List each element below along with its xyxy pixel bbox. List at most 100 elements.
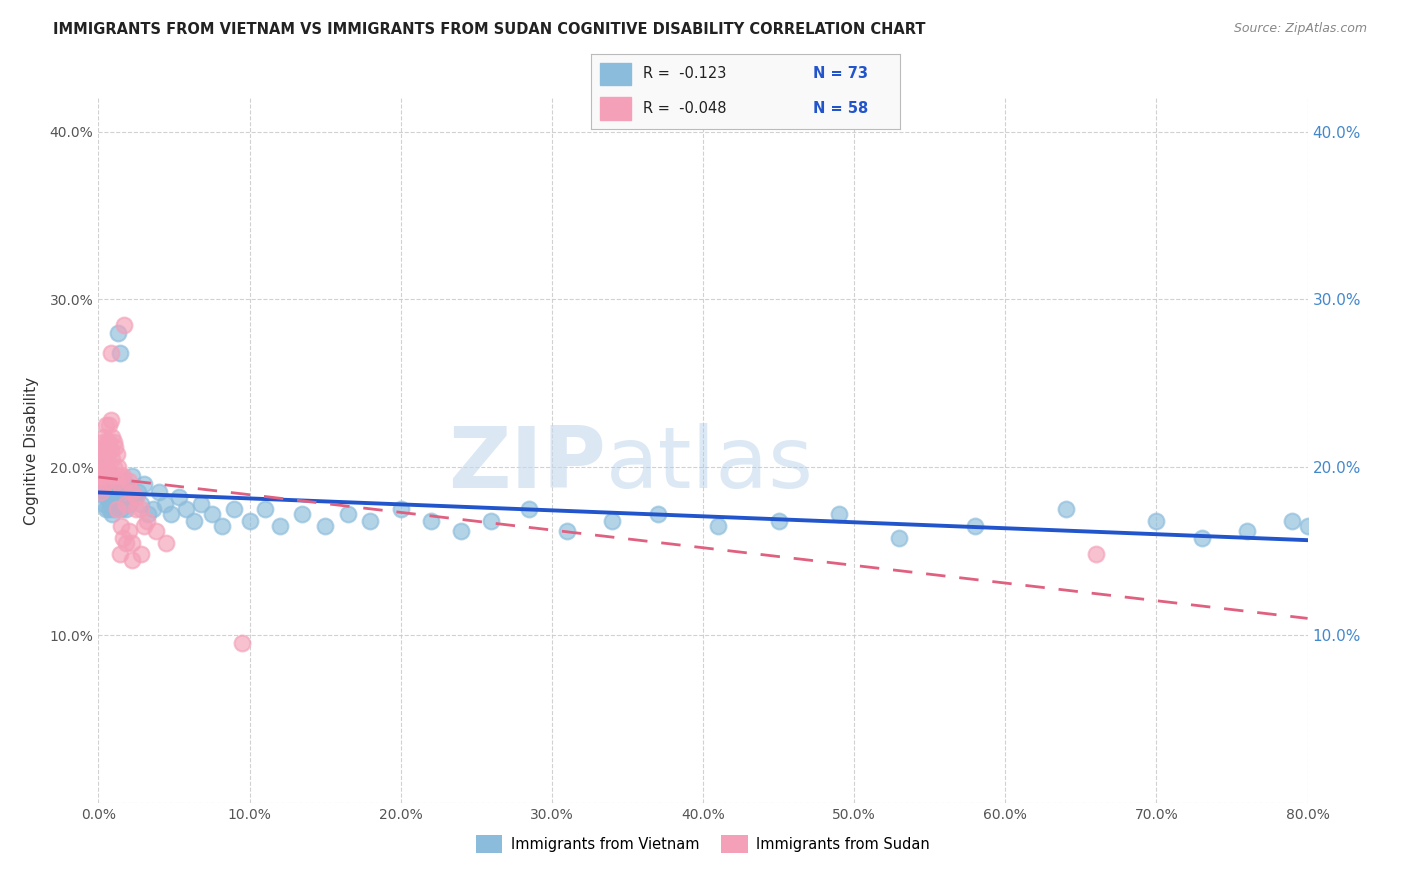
Point — [105, 485, 128, 500]
Text: ZIP: ZIP — [449, 423, 606, 506]
Text: IMMIGRANTS FROM VIETNAM VS IMMIGRANTS FROM SUDAN COGNITIVE DISABILITY CORRELATIO: IMMIGRANTS FROM VIETNAM VS IMMIGRANTS FR… — [53, 22, 927, 37]
Point — [104, 468, 127, 483]
Point — [1296, 519, 1319, 533]
Point — [100, 413, 122, 427]
Point — [105, 502, 128, 516]
Point — [105, 474, 128, 488]
Point — [93, 443, 115, 458]
Point — [91, 451, 114, 466]
Point — [94, 502, 117, 516]
Point — [253, 502, 276, 516]
Point — [190, 497, 212, 511]
Point — [91, 480, 114, 494]
Point — [1191, 531, 1213, 545]
Text: Source: ZipAtlas.com: Source: ZipAtlas.com — [1233, 22, 1367, 36]
Point — [110, 519, 132, 533]
Point — [127, 485, 149, 500]
Point — [89, 468, 111, 483]
Point — [111, 468, 134, 483]
Point — [101, 451, 124, 466]
Point — [100, 497, 122, 511]
Point — [104, 477, 127, 491]
Point — [108, 346, 131, 360]
Point — [112, 491, 135, 505]
Point — [91, 485, 114, 500]
Point — [98, 502, 121, 516]
Point — [768, 514, 790, 528]
Point — [132, 477, 155, 491]
Point — [889, 531, 911, 545]
Point — [91, 460, 114, 475]
Point — [107, 326, 129, 340]
Point — [155, 535, 177, 549]
Point — [100, 480, 122, 494]
Point — [420, 514, 443, 528]
Point — [98, 474, 121, 488]
Point — [103, 460, 125, 475]
Point — [291, 507, 314, 521]
Point — [114, 502, 136, 516]
Point — [94, 491, 117, 505]
Point — [103, 468, 125, 483]
Point — [183, 514, 205, 528]
Bar — [600, 62, 631, 86]
Point — [93, 474, 115, 488]
Point — [336, 507, 359, 521]
Point — [101, 507, 124, 521]
Point — [93, 430, 115, 444]
Point — [98, 418, 121, 433]
Point — [124, 491, 146, 505]
Point — [148, 485, 170, 500]
Point — [112, 318, 135, 332]
Point — [103, 491, 125, 505]
Point — [269, 519, 291, 533]
Point — [114, 535, 136, 549]
Text: atlas: atlas — [606, 423, 814, 506]
Point — [135, 514, 157, 528]
Point — [517, 502, 540, 516]
Point — [174, 502, 197, 516]
Point — [118, 497, 141, 511]
Point — [231, 636, 253, 650]
Point — [105, 447, 128, 461]
Point — [110, 502, 132, 516]
Point — [91, 435, 114, 450]
Point — [115, 480, 138, 494]
Point — [96, 468, 118, 483]
Point — [201, 507, 224, 521]
Point — [91, 464, 114, 478]
Point — [94, 443, 117, 458]
Point — [103, 435, 125, 450]
Point — [121, 535, 143, 549]
Point — [121, 468, 143, 483]
Point — [389, 502, 412, 516]
Point — [828, 507, 851, 521]
Point — [90, 468, 112, 483]
Point — [111, 531, 134, 545]
Point — [1054, 502, 1077, 516]
Point — [96, 485, 118, 500]
Point — [132, 519, 155, 533]
Point — [98, 435, 121, 450]
Text: R =  -0.123: R = -0.123 — [643, 67, 727, 81]
Point — [153, 497, 176, 511]
Point — [211, 519, 233, 533]
Point — [107, 460, 129, 475]
Point — [136, 507, 159, 521]
Point — [101, 485, 124, 500]
Point — [93, 468, 115, 483]
Point — [965, 519, 987, 533]
Point — [96, 435, 118, 450]
Point — [100, 346, 122, 360]
Point — [96, 468, 118, 483]
Point — [129, 548, 152, 562]
Point — [114, 497, 136, 511]
Point — [101, 430, 124, 444]
Point — [555, 524, 578, 538]
Point — [239, 514, 262, 528]
Point — [94, 418, 117, 433]
Point — [108, 468, 131, 483]
Point — [481, 514, 503, 528]
Point — [647, 507, 669, 521]
Point — [129, 502, 152, 516]
